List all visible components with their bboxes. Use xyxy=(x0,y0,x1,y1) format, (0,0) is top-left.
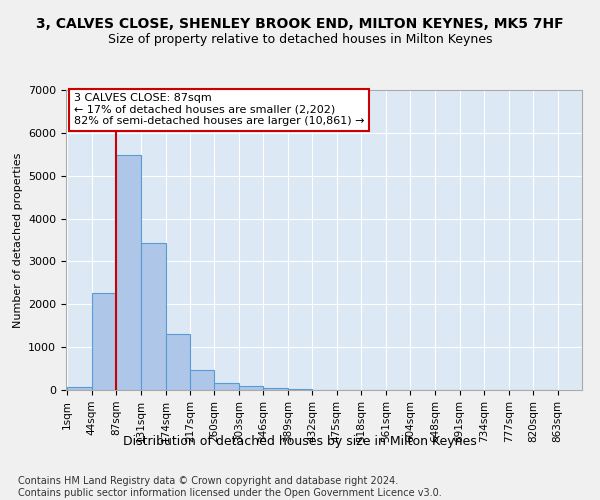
Text: Distribution of detached houses by size in Milton Keynes: Distribution of detached houses by size … xyxy=(123,435,477,448)
Bar xyxy=(116,155,141,390)
Bar xyxy=(67,387,92,390)
Text: Contains HM Land Registry data © Crown copyright and database right 2024.
Contai: Contains HM Land Registry data © Crown c… xyxy=(18,476,442,498)
Bar xyxy=(141,243,166,390)
Bar xyxy=(92,292,116,390)
Bar xyxy=(263,388,288,390)
Bar xyxy=(288,388,313,390)
Bar xyxy=(239,386,263,390)
Bar xyxy=(166,334,190,390)
Text: 3, CALVES CLOSE, SHENLEY BROOK END, MILTON KEYNES, MK5 7HF: 3, CALVES CLOSE, SHENLEY BROOK END, MILT… xyxy=(36,18,564,32)
Bar xyxy=(190,370,214,390)
Text: 3 CALVES CLOSE: 87sqm
← 17% of detached houses are smaller (2,202)
82% of semi-d: 3 CALVES CLOSE: 87sqm ← 17% of detached … xyxy=(74,93,364,126)
Y-axis label: Number of detached properties: Number of detached properties xyxy=(13,152,23,328)
Text: Size of property relative to detached houses in Milton Keynes: Size of property relative to detached ho… xyxy=(108,32,492,46)
Bar xyxy=(214,384,239,390)
